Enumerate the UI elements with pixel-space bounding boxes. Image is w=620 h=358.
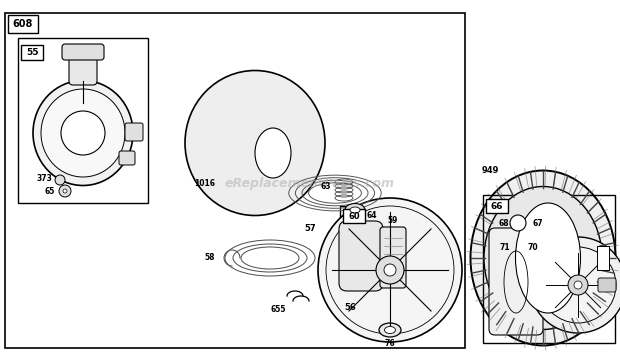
Text: 76: 76 xyxy=(384,339,396,348)
Ellipse shape xyxy=(484,187,602,329)
Bar xyxy=(486,199,508,213)
Text: 65: 65 xyxy=(45,187,55,195)
Circle shape xyxy=(530,237,620,333)
Text: eReplacementParts.com: eReplacementParts.com xyxy=(225,176,395,189)
Circle shape xyxy=(63,189,67,193)
Text: 58: 58 xyxy=(205,253,215,262)
Ellipse shape xyxy=(384,326,396,334)
Ellipse shape xyxy=(185,71,325,216)
Text: 60: 60 xyxy=(348,212,360,221)
Text: 57: 57 xyxy=(304,223,316,232)
Bar xyxy=(5,13,465,348)
Ellipse shape xyxy=(345,203,365,217)
FancyBboxPatch shape xyxy=(125,123,143,141)
FancyBboxPatch shape xyxy=(62,44,104,60)
FancyBboxPatch shape xyxy=(380,227,406,288)
Circle shape xyxy=(510,215,526,231)
Text: 59: 59 xyxy=(388,216,398,224)
Circle shape xyxy=(59,185,71,197)
Bar xyxy=(18,38,148,203)
FancyBboxPatch shape xyxy=(489,228,543,335)
Circle shape xyxy=(574,281,582,289)
Circle shape xyxy=(540,247,616,323)
Bar xyxy=(597,246,609,270)
Bar xyxy=(343,209,365,223)
Bar xyxy=(483,195,615,343)
FancyBboxPatch shape xyxy=(119,151,135,165)
Ellipse shape xyxy=(41,89,125,177)
Circle shape xyxy=(384,264,396,276)
Bar xyxy=(21,45,43,60)
Ellipse shape xyxy=(471,170,616,345)
Text: 608: 608 xyxy=(13,19,33,29)
Text: 67: 67 xyxy=(533,218,543,227)
Text: 71: 71 xyxy=(500,242,510,252)
Ellipse shape xyxy=(350,207,360,213)
Text: 63: 63 xyxy=(321,182,331,190)
Circle shape xyxy=(568,275,588,295)
Circle shape xyxy=(55,175,65,185)
Circle shape xyxy=(61,111,105,155)
Circle shape xyxy=(376,256,404,284)
FancyBboxPatch shape xyxy=(69,49,97,85)
Text: 70: 70 xyxy=(528,242,538,252)
Text: 68: 68 xyxy=(498,218,509,227)
Ellipse shape xyxy=(33,81,133,185)
Bar xyxy=(340,206,422,296)
FancyBboxPatch shape xyxy=(339,221,383,291)
Text: 55: 55 xyxy=(26,48,38,57)
Text: 655: 655 xyxy=(270,305,286,314)
Ellipse shape xyxy=(255,128,291,178)
Text: 64: 64 xyxy=(367,211,377,219)
FancyBboxPatch shape xyxy=(598,278,616,292)
Text: 66: 66 xyxy=(491,202,503,211)
Bar xyxy=(8,15,38,33)
Ellipse shape xyxy=(515,203,580,313)
Text: 373: 373 xyxy=(36,174,52,183)
Text: 949: 949 xyxy=(481,165,498,174)
Circle shape xyxy=(318,198,462,342)
Text: 1016: 1016 xyxy=(195,179,216,188)
Ellipse shape xyxy=(379,323,401,337)
Text: 56: 56 xyxy=(344,304,356,313)
